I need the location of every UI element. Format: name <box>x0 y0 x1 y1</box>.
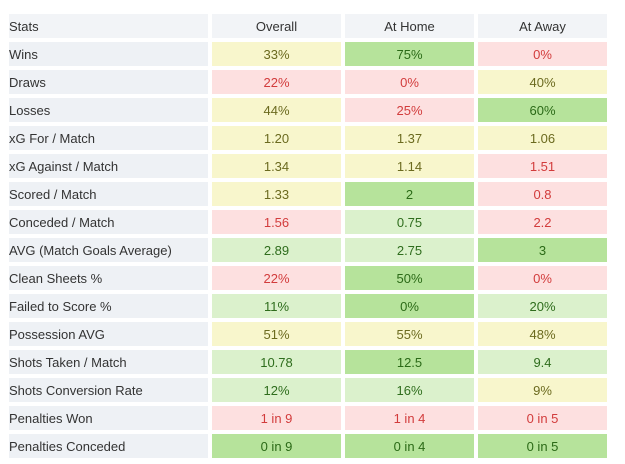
header-stats: Stats <box>9 14 208 38</box>
stat-label: Shots Conversion Rate <box>9 378 208 402</box>
stat-value-away: 0.8 <box>478 182 607 206</box>
stat-value-away: 0% <box>478 266 607 290</box>
table-row: Wins 33% 75% 0% <box>9 42 607 66</box>
table-row: xG Against / Match 1.34 1.14 1.51 <box>9 154 607 178</box>
table-row: Possession AVG 51% 55% 48% <box>9 322 607 346</box>
table-row: Draws 22% 0% 40% <box>9 70 607 94</box>
stat-value-away: 60% <box>478 98 607 122</box>
table-row: Conceded / Match 1.56 0.75 2.2 <box>9 210 607 234</box>
header-at-home: At Home <box>345 14 474 38</box>
stat-value-overall: 2.89 <box>212 238 341 262</box>
table-row: xG For / Match 1.20 1.37 1.06 <box>9 126 607 150</box>
stat-value-away: 1.51 <box>478 154 607 178</box>
table-row: Losses 44% 25% 60% <box>9 98 607 122</box>
stat-value-away: 40% <box>478 70 607 94</box>
stat-value-home: 75% <box>345 42 474 66</box>
stat-value-away: 3 <box>478 238 607 262</box>
stat-label: Penalties Conceded <box>9 434 208 458</box>
stat-label: Shots Taken / Match <box>9 350 208 374</box>
stat-value-away: 0 in 5 <box>478 434 607 458</box>
stat-value-home: 50% <box>345 266 474 290</box>
stat-value-overall: 10.78 <box>212 350 341 374</box>
stat-label: Losses <box>9 98 208 122</box>
header-overall: Overall <box>212 14 341 38</box>
stat-value-overall: 1.56 <box>212 210 341 234</box>
table-header-row: Stats Overall At Home At Away <box>9 14 607 38</box>
stat-value-home: 1.14 <box>345 154 474 178</box>
table-row: AVG (Match Goals Average) 2.89 2.75 3 <box>9 238 607 262</box>
stat-label: Penalties Won <box>9 406 208 430</box>
stat-label: Conceded / Match <box>9 210 208 234</box>
stat-value-overall: 1.34 <box>212 154 341 178</box>
table-row: Failed to Score % 11% 0% 20% <box>9 294 607 318</box>
stat-value-overall: 12% <box>212 378 341 402</box>
stat-label: Possession AVG <box>9 322 208 346</box>
stat-value-home: 12.5 <box>345 350 474 374</box>
stat-value-home: 0% <box>345 70 474 94</box>
stat-value-home: 2.75 <box>345 238 474 262</box>
stat-value-home: 0% <box>345 294 474 318</box>
stat-value-home: 2 <box>345 182 474 206</box>
stat-value-overall: 44% <box>212 98 341 122</box>
stat-value-home: 25% <box>345 98 474 122</box>
table-row: Shots Conversion Rate 12% 16% 9% <box>9 378 607 402</box>
stat-value-overall: 33% <box>212 42 341 66</box>
stat-value-home: 55% <box>345 322 474 346</box>
stat-value-overall: 22% <box>212 266 341 290</box>
stat-value-overall: 1 in 9 <box>212 406 341 430</box>
stat-label: Failed to Score % <box>9 294 208 318</box>
stat-value-away: 9.4 <box>478 350 607 374</box>
table-row: Scored / Match 1.33 2 0.8 <box>9 182 607 206</box>
stat-value-overall: 51% <box>212 322 341 346</box>
table-row: Shots Taken / Match 10.78 12.5 9.4 <box>9 350 607 374</box>
stats-table: Stats Overall At Home At Away Wins 33% 75%… <box>5 10 611 462</box>
table-row: Clean Sheets % 22% 50% 0% <box>9 266 607 290</box>
stat-value-overall: 0 in 9 <box>212 434 341 458</box>
stat-value-home: 16% <box>345 378 474 402</box>
stat-label: Wins <box>9 42 208 66</box>
stat-value-away: 1.06 <box>478 126 607 150</box>
stat-label: xG Against / Match <box>9 154 208 178</box>
stat-value-overall: 11% <box>212 294 341 318</box>
stat-value-overall: 1.33 <box>212 182 341 206</box>
stat-value-away: 20% <box>478 294 607 318</box>
stat-label: Clean Sheets % <box>9 266 208 290</box>
stat-label: Draws <box>9 70 208 94</box>
stat-value-home: 0.75 <box>345 210 474 234</box>
stat-value-away: 0% <box>478 42 607 66</box>
stat-value-overall: 1.20 <box>212 126 341 150</box>
stat-value-away: 0 in 5 <box>478 406 607 430</box>
stat-label: AVG (Match Goals Average) <box>9 238 208 262</box>
stat-value-away: 2.2 <box>478 210 607 234</box>
stat-label: Scored / Match <box>9 182 208 206</box>
stat-value-away: 48% <box>478 322 607 346</box>
header-at-away: At Away <box>478 14 607 38</box>
stat-value-home: 1.37 <box>345 126 474 150</box>
stat-value-away: 9% <box>478 378 607 402</box>
stat-value-home: 1 in 4 <box>345 406 474 430</box>
stat-label: xG For / Match <box>9 126 208 150</box>
table-body: Wins 33% 75% 0% Draws 22% 0% 40% Losses 44% 25% 60%… <box>9 42 607 458</box>
stat-value-overall: 22% <box>212 70 341 94</box>
stat-value-home: 0 in 4 <box>345 434 474 458</box>
